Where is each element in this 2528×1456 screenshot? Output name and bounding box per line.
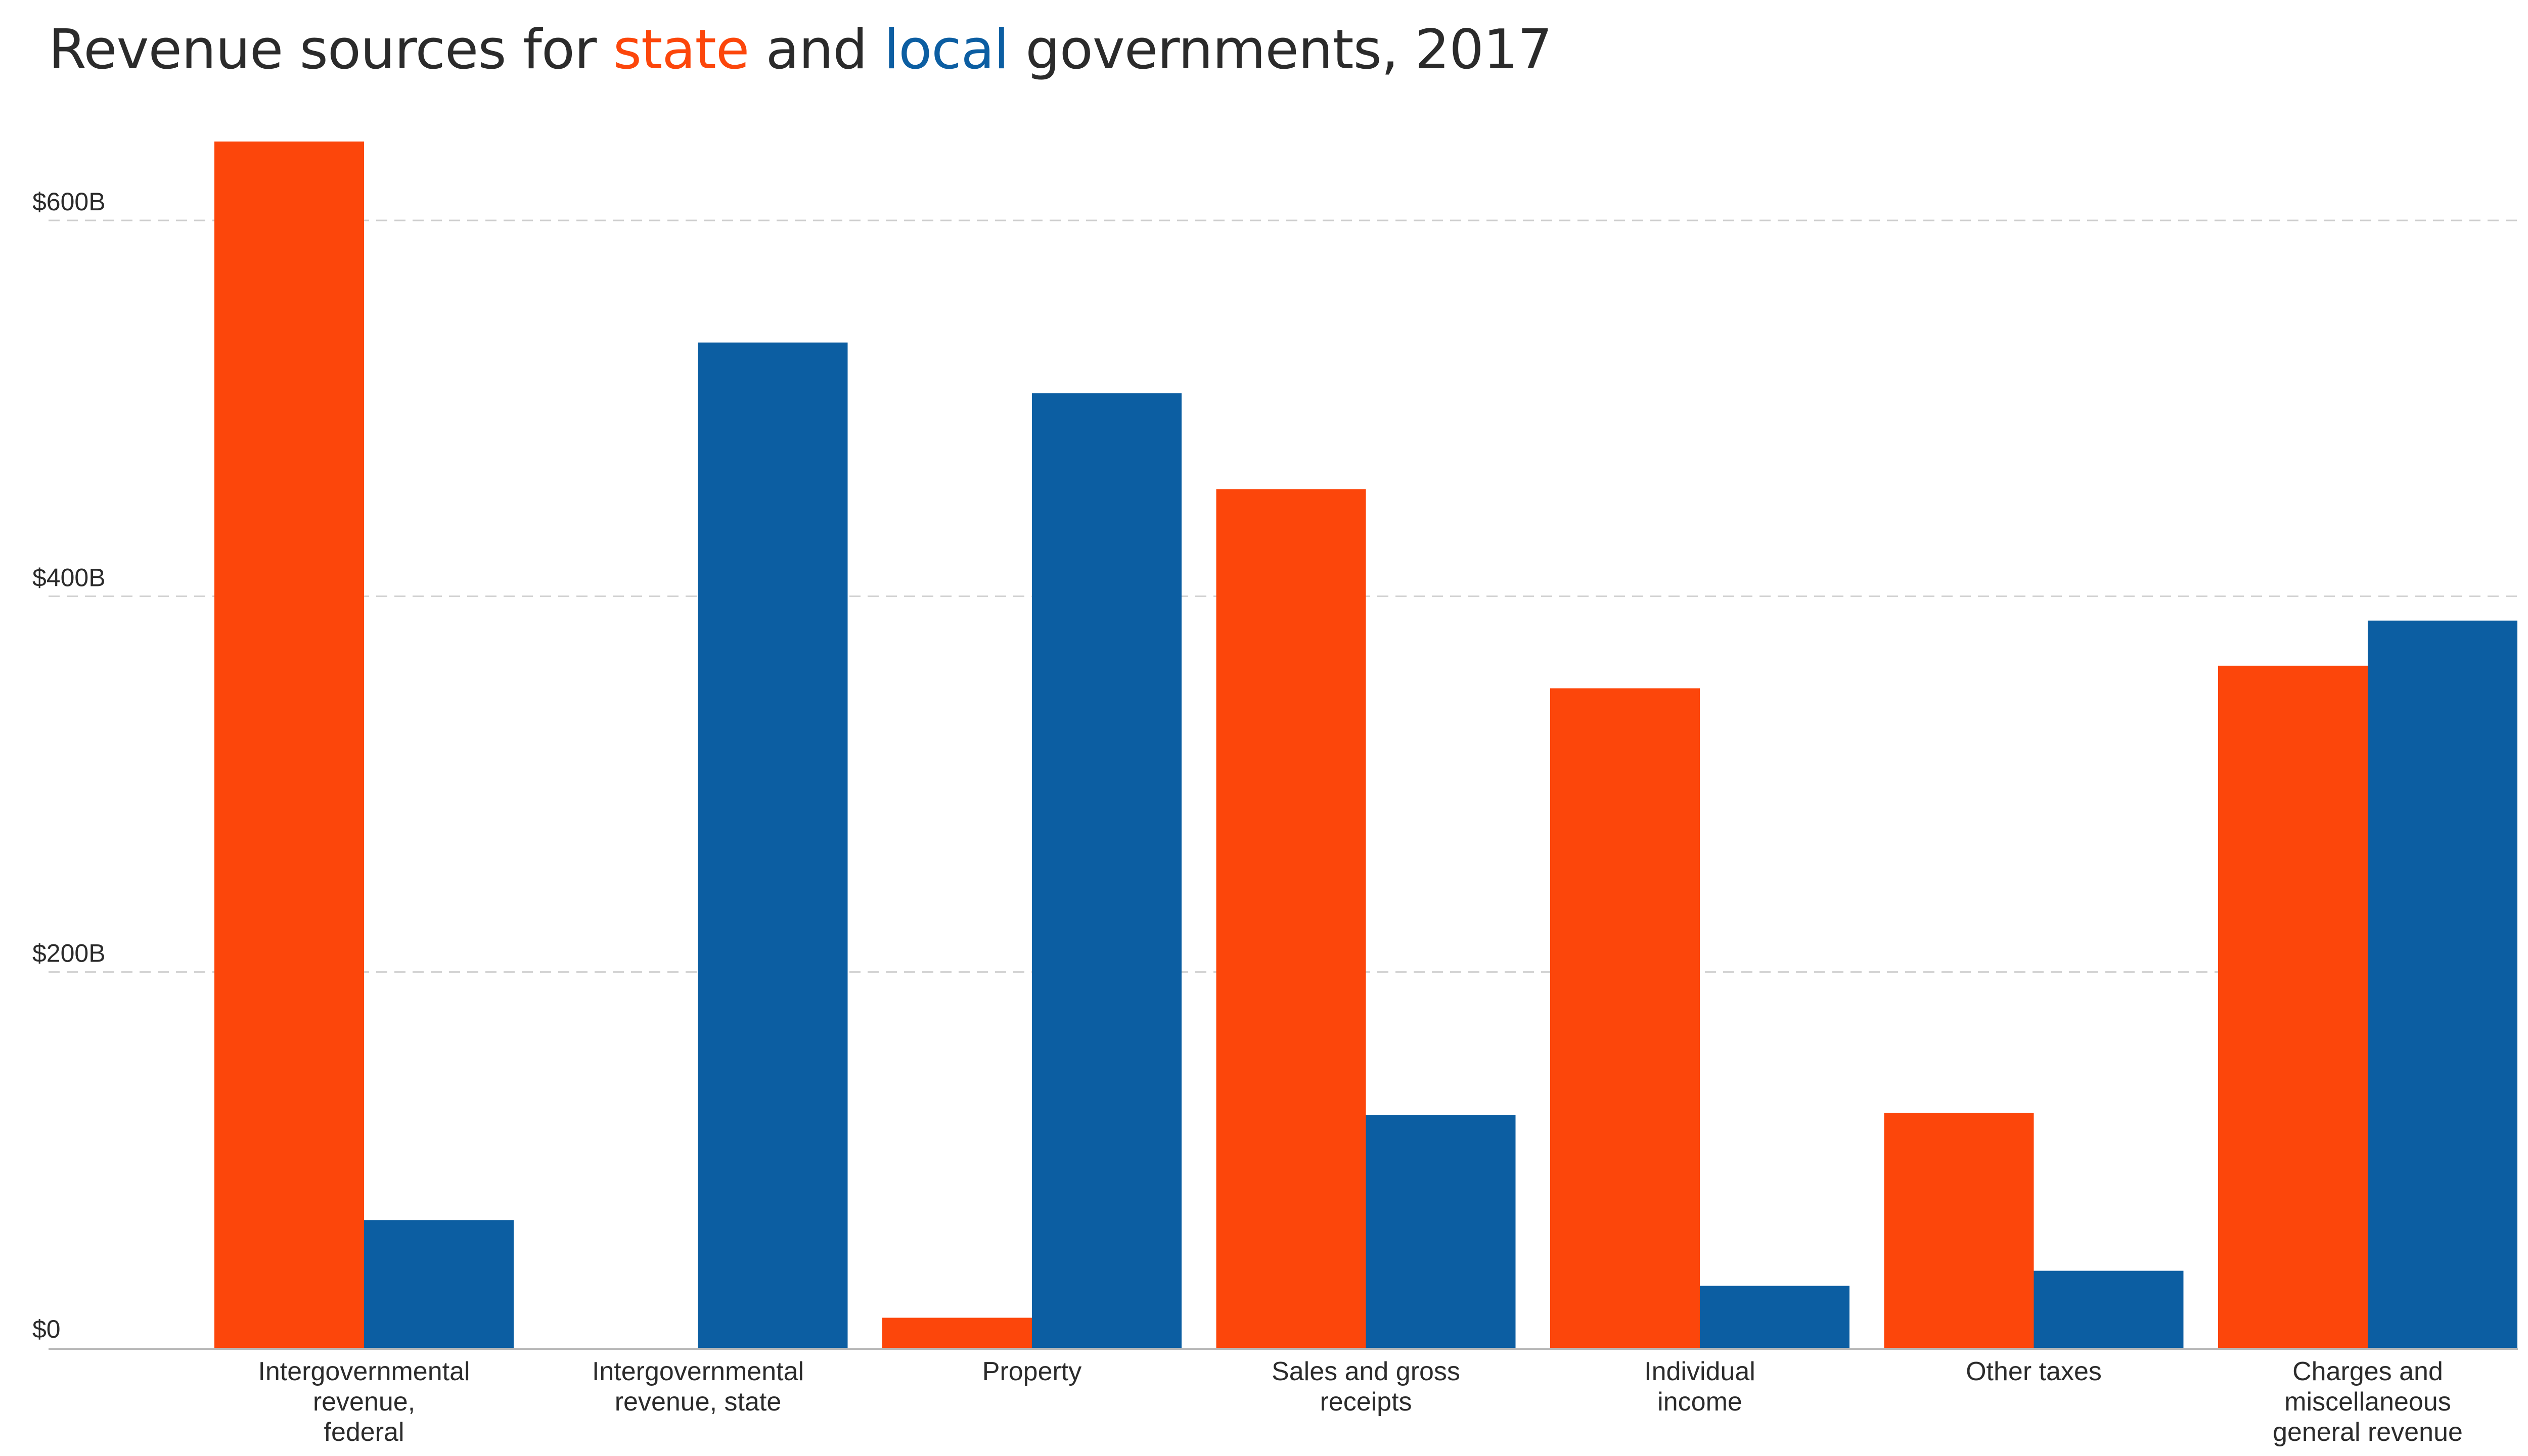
- bars: [214, 141, 2517, 1348]
- y-axis-ticks: $0 $200B $400B $600B: [32, 188, 106, 1343]
- x-axis-ticks: Intergovernmental revenue, federalIntergov…: [258, 1357, 2462, 1447]
- bar-local: [2368, 620, 2517, 1348]
- y-tick-label: $600B: [32, 188, 106, 216]
- y-tick-label: $0: [32, 1315, 61, 1343]
- x-tick-line: Sales and gross: [1272, 1357, 1460, 1386]
- gridlines: [49, 219, 2518, 973]
- title-local-word: local: [884, 18, 1009, 81]
- x-tick-line: Charges and: [2292, 1357, 2443, 1386]
- x-tick-label: Intergovernmental revenue, state: [592, 1357, 804, 1417]
- x-tick-label: Sales and gross receipts: [1272, 1357, 1460, 1417]
- x-tick-label: Charges and miscellaneous general revenue: [2273, 1357, 2463, 1447]
- bar-state: [2218, 665, 2368, 1348]
- title-post: governments, 2017: [1008, 18, 1552, 81]
- x-tick-line: general revenue: [2273, 1418, 2463, 1447]
- chart-title: Revenue sources for state and local gove…: [49, 18, 1552, 81]
- title-state-word: state: [613, 18, 750, 81]
- x-tick-line: Individual: [1644, 1357, 1755, 1386]
- bar-state: [1216, 489, 1366, 1348]
- bar-local: [1032, 393, 1182, 1348]
- x-tick-line: Property: [982, 1357, 1082, 1386]
- y-tick-label: $200B: [32, 939, 106, 968]
- title-mid: and: [749, 18, 884, 81]
- bar-state: [882, 1317, 1032, 1348]
- bar-local: [698, 342, 848, 1348]
- bar-local: [2034, 1270, 2184, 1348]
- x-tick-line: Intergovernmental: [258, 1357, 470, 1386]
- x-tick-line: revenue,: [313, 1387, 415, 1417]
- title-pre: Revenue sources for: [49, 18, 613, 81]
- bar-local: [1366, 1115, 1516, 1348]
- x-tick-label: Property: [982, 1357, 1082, 1386]
- x-tick-label: Individual income: [1644, 1357, 1755, 1417]
- x-tick-label: Other taxes: [1966, 1357, 2102, 1386]
- x-tick-line: revenue, state: [615, 1387, 782, 1417]
- x-tick-line: Other taxes: [1966, 1357, 2102, 1386]
- x-tick-line: Intergovernmental: [592, 1357, 804, 1386]
- x-tick-line: income: [1657, 1387, 1742, 1417]
- x-tick-label: Intergovernmental revenue, federal: [258, 1357, 470, 1447]
- x-tick-line: miscellaneous: [2284, 1387, 2451, 1417]
- bar-local: [364, 1220, 514, 1348]
- x-tick-line: receipts: [1320, 1387, 1412, 1417]
- bar-local: [1700, 1286, 1849, 1348]
- x-tick-line: federal: [324, 1418, 404, 1447]
- y-tick-label: $400B: [32, 563, 106, 592]
- bar-state: [214, 141, 364, 1348]
- bar-state: [1884, 1113, 2034, 1348]
- bar-state: [1550, 688, 1700, 1348]
